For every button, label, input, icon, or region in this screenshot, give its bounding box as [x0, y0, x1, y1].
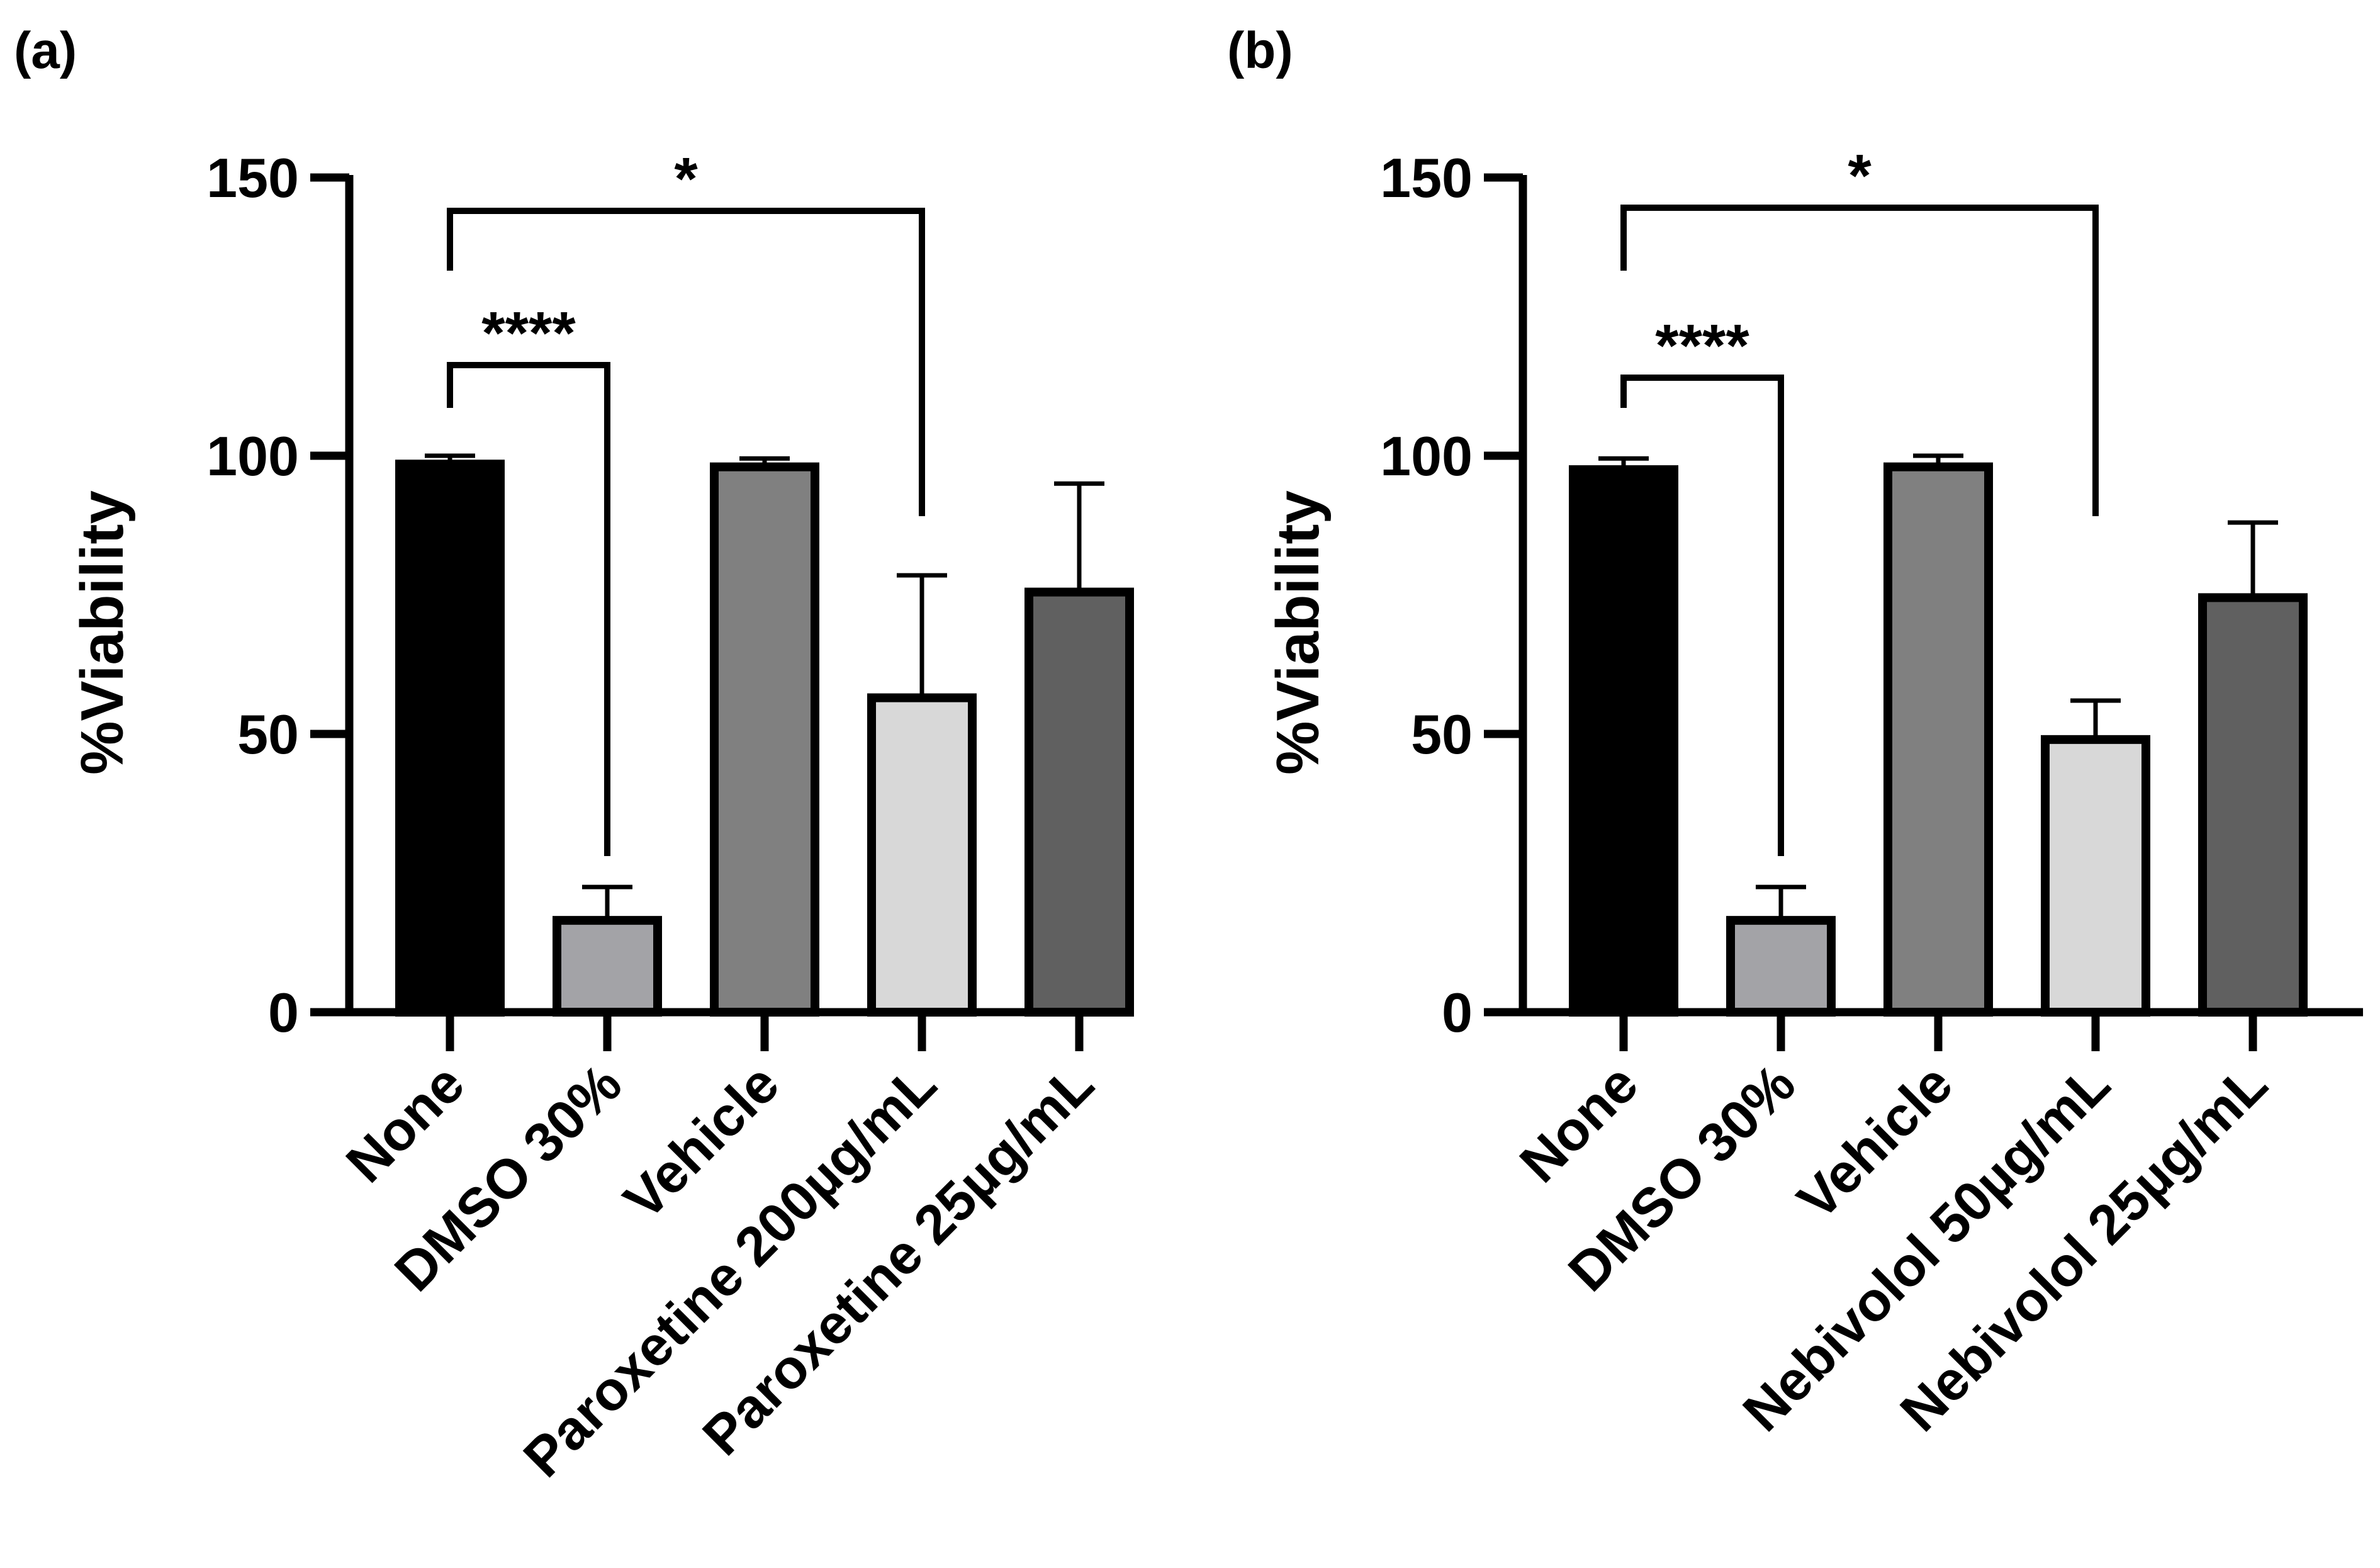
- significance-label: *: [1848, 142, 1872, 210]
- bar: [395, 460, 505, 1017]
- y-tick-label: 50: [237, 703, 299, 765]
- y-tick-label: 100: [1380, 425, 1473, 487]
- significance-label: *: [674, 145, 698, 213]
- bar: [1883, 462, 1993, 1017]
- significance-bracket: [447, 362, 610, 856]
- bar: [1726, 916, 1836, 1017]
- bar: [1569, 465, 1678, 1017]
- significance-bracket: [1620, 205, 2099, 516]
- bar: [2198, 593, 2308, 1017]
- x-tick-label: None: [334, 1052, 476, 1194]
- bar: [553, 916, 662, 1017]
- y-tick-label: 0: [268, 981, 299, 1044]
- bar: [2041, 735, 2150, 1017]
- y-tick-label: 150: [206, 147, 299, 209]
- panel-label: (a): [14, 22, 77, 79]
- significance-bracket: [447, 208, 925, 516]
- y-tick-label: 150: [1380, 147, 1473, 209]
- y-tick-label: 100: [206, 425, 299, 487]
- y-axis-title: %Viability: [69, 490, 136, 775]
- bar: [867, 693, 977, 1017]
- significance-bracket: [1620, 375, 1784, 856]
- panel-label: (b): [1227, 22, 1293, 79]
- bar: [1024, 587, 1134, 1017]
- x-tick-label: None: [1508, 1052, 1650, 1194]
- bar: [710, 462, 819, 1017]
- y-axis-title: %Viability: [1264, 490, 1332, 775]
- y-tick-label: 0: [1442, 981, 1473, 1044]
- y-tick-label: 50: [1411, 703, 1473, 765]
- significance-label: ****: [481, 300, 576, 367]
- significance-label: ****: [1655, 312, 1749, 380]
